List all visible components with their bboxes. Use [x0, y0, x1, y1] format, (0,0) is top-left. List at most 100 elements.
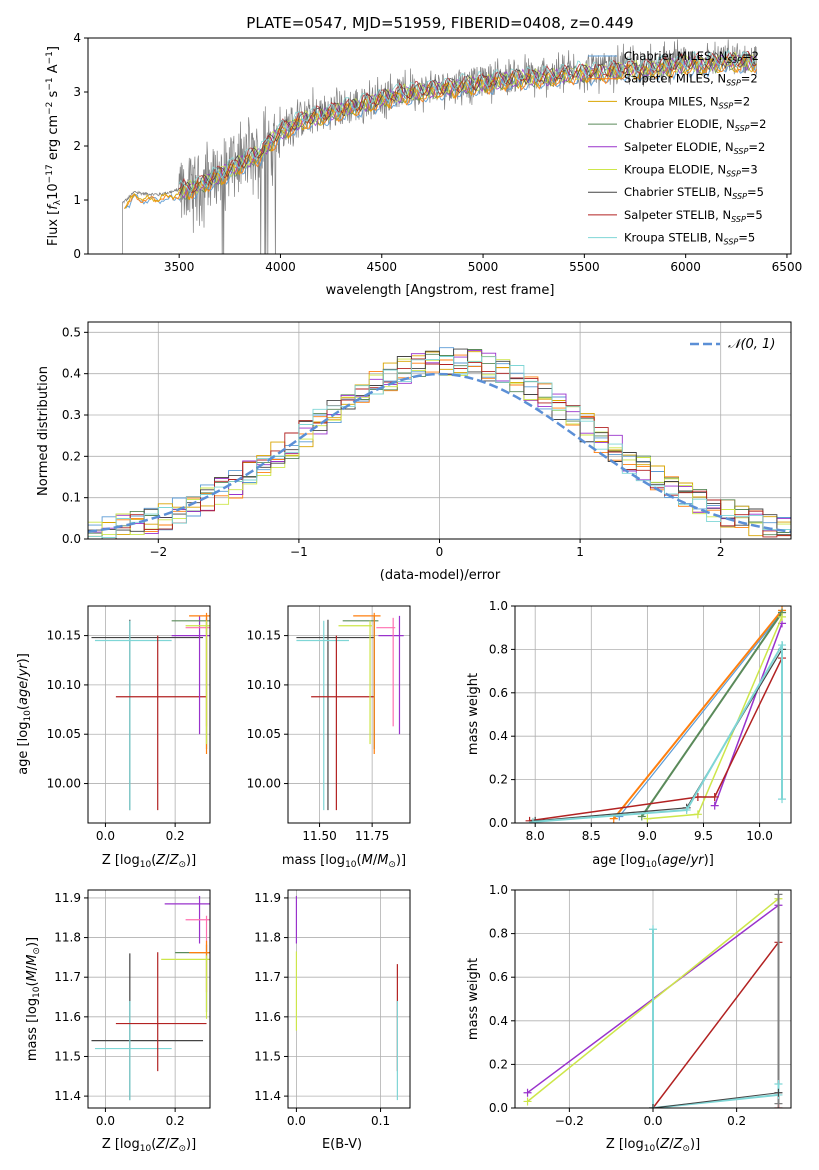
age-vs-mass-errorbars [296, 612, 404, 811]
y-tick-label: 11.9 [54, 891, 81, 905]
y-tick-label: 0.6 [489, 970, 508, 984]
age-vs-z-xlabel: Z [log10(Z/Z⊙)] [102, 853, 196, 870]
data-marker [693, 810, 702, 819]
data-marker [774, 890, 783, 899]
model-line [178, 51, 757, 194]
data-marker [774, 1099, 783, 1108]
x-tick-label: 0.0 [96, 829, 115, 843]
legend-label: Chabrier MILES, NSSP=2 [624, 49, 759, 65]
x-tick-label: 5000 [468, 260, 499, 274]
x-tick-label: 8.0 [526, 829, 545, 843]
mass-vs-z-panel: 0.0 0.2 11.4 11.5 11.6 11.7 11.8 11.9 Z [log10(… [25, 889, 211, 1154]
data-marker [682, 805, 691, 814]
x-tick-label: 4000 [265, 260, 296, 274]
y-tick-label: 11.9 [254, 891, 281, 905]
x-tick-label: 0 [436, 545, 444, 559]
x-tick-label: 9.0 [638, 829, 657, 843]
mass-vs-ebv-grid: 0.0 0.1 11.4 11.5 11.6 11.7 11.8 11.9 [254, 890, 410, 1128]
histogram-step [88, 348, 791, 536]
model-line [178, 49, 757, 192]
legend-label: Salpeter STELIB, NSSP=5 [624, 208, 763, 224]
y-tick-label: 11.6 [254, 1010, 281, 1024]
massweight-line [640, 611, 783, 818]
x-tick-label: 6500 [772, 260, 803, 274]
massweight-vs-age-frame [514, 605, 792, 824]
massweight-line [652, 1092, 779, 1108]
age-vs-z-panel: 0.0 0.2 10.00 10.05 10.10 10.15 Z [log10(Z/Z⊙… [16, 605, 211, 870]
x-tick-label: 8.5 [582, 829, 601, 843]
x-tick-label: 2 [717, 545, 725, 559]
spectrum-model-lines [124, 49, 758, 210]
x-tick-label: 3500 [164, 260, 195, 274]
x-tick-label: 0.0 [96, 1114, 115, 1128]
y-tick-label: 0.5 [62, 325, 81, 339]
spectrum-title: PLATE=0547, MJD=51959, FIBERID=0408, z=0… [246, 14, 633, 32]
y-tick-label: 10.05 [47, 727, 81, 741]
legend-label: Chabrier ELODIE, NSSP=2 [624, 117, 766, 133]
x-tick-label: 1 [576, 545, 584, 559]
spectrum-xlabel: wavelength [Angstrom, rest frame] [326, 283, 555, 298]
y-tick-label: 1 [73, 193, 81, 207]
y-tick-label: 4 [73, 31, 81, 45]
data-marker [649, 1104, 657, 1108]
y-tick-label: 0.0 [489, 1101, 508, 1115]
data-marker [774, 1080, 783, 1089]
age-vs-z-grid: 0.0 0.2 10.00 10.05 10.10 10.15 [47, 606, 210, 843]
y-tick-label: 0.2 [489, 1057, 508, 1071]
residual-xlabel: (data-model)/error [380, 568, 501, 583]
y-tick-label: 0.8 [489, 927, 508, 941]
data-marker [523, 1088, 532, 1097]
y-tick-label: 0.8 [489, 642, 508, 656]
y-tick-label: 1.0 [489, 599, 508, 613]
y-tick-label: 10.10 [47, 678, 81, 692]
y-tick-label: 11.7 [254, 970, 281, 984]
data-marker [710, 801, 719, 810]
mass-vs-z-errorbars [91, 895, 210, 1101]
mass-vs-z-grid: 0.0 0.2 11.4 11.5 11.6 11.7 11.8 11.9 [54, 890, 210, 1128]
y-tick-label: 1.0 [489, 883, 508, 897]
y-tick-label: 0.2 [62, 449, 81, 463]
residual-panel: −2 −1 0 1 2 0.0 0.1 0.2 0.3 0.4 0.5 𝒩(0, 1) (data-… [36, 321, 792, 583]
y-tick-label: 10.00 [247, 777, 281, 791]
mass-vs-z-ylabel: mass [log10(M/M⊙)] [25, 937, 42, 1061]
x-tick-label: 0.0 [287, 1114, 306, 1128]
age-vs-mass-grid: 11.50 11.75 10.00 10.05 10.10 10.15 [247, 606, 410, 843]
massweight-line [618, 612, 783, 817]
legend-label: Kroupa ELODIE, NSSP=3 [624, 163, 758, 179]
spectrum-data-line [88, 39, 757, 254]
y-tick-label: 0.4 [62, 367, 81, 381]
massweight-line [647, 616, 783, 820]
y-tick-label: 11.8 [54, 931, 81, 945]
age-vs-z-errorbars [91, 612, 210, 811]
y-tick-label: 0.2 [489, 773, 508, 787]
spectrum-panel: PLATE=0547, MJD=51959, FIBERID=0408, z=0… [45, 14, 802, 298]
spectrum-legend: Chabrier MILES, NSSP=2 Salpeter MILES, NS… [588, 49, 766, 247]
x-tick-label: 0.2 [727, 1114, 746, 1128]
legend-label: Kroupa MILES, NSSP=2 [624, 94, 750, 110]
y-tick-label: 0.0 [489, 816, 508, 830]
x-tick-label: 10.0 [746, 829, 773, 843]
x-tick-label: 0.1 [371, 1114, 390, 1128]
mass-vs-ebv-panel: 0.0 0.1 11.4 11.5 11.6 11.7 11.8 11.9 E(B-V) [254, 889, 411, 1152]
gaussian-legend-label: 𝒩(0, 1) [728, 337, 775, 352]
massweight-vs-age-ylabel: mass weight [466, 673, 481, 755]
x-tick-label: 4500 [366, 260, 397, 274]
y-tick-label: 3 [73, 85, 81, 99]
y-tick-label: 10.15 [47, 629, 81, 643]
gaussian-curve [88, 372, 791, 534]
residual-frame [87, 321, 792, 540]
y-tick-label: 11.4 [54, 1089, 81, 1103]
y-tick-label: 11.6 [54, 1010, 81, 1024]
massweight-vs-z-lines [523, 890, 783, 1108]
massweight-vs-age-lines [525, 606, 787, 823]
legend-label: Kroupa STELIB, NSSP=5 [624, 231, 755, 247]
y-tick-label: 10.15 [247, 629, 281, 643]
massweight-vs-age-xlabel: age [log10(age/yr)] [592, 853, 714, 870]
mass-vs-ebv-frame [287, 889, 411, 1109]
x-tick-label: 0.2 [166, 1114, 185, 1128]
y-tick-label: 10.10 [247, 678, 281, 692]
data-marker [778, 641, 787, 650]
age-vs-mass-frame [287, 605, 411, 824]
x-tick-label: 11.50 [302, 829, 336, 843]
